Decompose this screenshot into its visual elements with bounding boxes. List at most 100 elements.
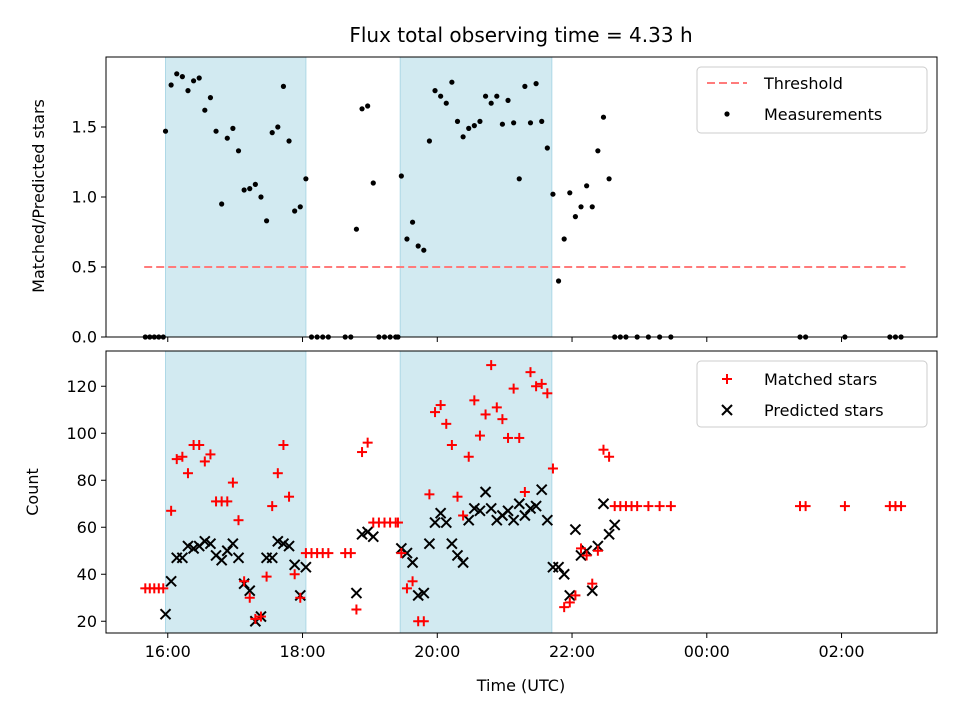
predicted-star-point-b — [283, 540, 295, 552]
measurement-point — [252, 181, 258, 187]
measurement-point — [555, 278, 562, 284]
top-ytick-label: 0.0 — [72, 328, 97, 347]
predicted-star-point-b — [463, 514, 475, 526]
predicted-star-point — [586, 584, 598, 597]
measurement-point — [432, 88, 438, 94]
measurement-point — [561, 236, 567, 242]
bottom-ytick-label: 120 — [66, 377, 97, 396]
matched-star-point — [351, 604, 362, 615]
matched-star-point — [519, 487, 530, 497]
matched-star-point — [418, 616, 429, 627]
matched-star-point — [531, 381, 542, 392]
measurement-point — [286, 138, 292, 144]
matched-star-point — [643, 501, 654, 512]
matched-star-point — [244, 592, 255, 603]
matched-star-point — [441, 418, 452, 429]
measurement-point — [600, 114, 607, 120]
chart-title: Flux total observing time = 4.33 h — [349, 23, 692, 47]
measurement-point — [353, 226, 360, 232]
predicted-star-point — [558, 568, 570, 580]
measurement-point — [606, 176, 612, 182]
legend-matched-swatch — [722, 374, 732, 384]
predicted-star-point-b — [210, 549, 222, 562]
measurement-point — [196, 75, 202, 81]
predicted-star-point — [474, 505, 486, 517]
matched-star-point — [401, 583, 412, 594]
predicted-star-point-b — [300, 561, 312, 573]
bottom-ytick-label: 100 — [66, 424, 97, 443]
matched-star-point — [424, 489, 435, 500]
top-legend-box — [696, 66, 928, 134]
measurement-point — [438, 93, 444, 99]
predicted-star-point-b — [272, 535, 284, 548]
predicted-star-point — [479, 486, 492, 498]
predicted-star-point-b — [597, 498, 610, 510]
predicted-star-point-b — [446, 537, 458, 550]
measurement-point — [263, 218, 270, 224]
measurement-point — [168, 82, 174, 88]
matched-star-point — [542, 388, 553, 399]
measurement-point — [505, 97, 511, 103]
measurement-point — [589, 204, 595, 210]
predicted-star-point — [434, 507, 447, 519]
matched-star-point — [896, 501, 907, 512]
measurement-point — [224, 135, 230, 141]
measurement-point — [404, 236, 410, 242]
predicted-star-point-b — [507, 514, 520, 526]
matched-star-point — [278, 440, 289, 450]
top-shaded-interval — [399, 56, 553, 338]
bottom-panel: 20 40 60 80 100 120 16:00 18:00 20:00 22:00 00:00 0… — [66, 350, 938, 661]
predicted-star-point — [608, 519, 621, 531]
matched-star-point — [839, 501, 850, 512]
measurement-point — [269, 130, 275, 136]
bottom-xtick-label: 18:00 — [279, 642, 325, 661]
legend-threshold-label: Threshold — [763, 74, 843, 93]
measurement-point — [359, 106, 365, 112]
predicted-star-point — [215, 554, 228, 566]
matched-star-point — [458, 510, 469, 521]
matched-star-point — [396, 548, 407, 559]
measurement-point — [241, 187, 247, 193]
matched-star-point — [435, 400, 446, 411]
predicted-star-point-b — [603, 528, 615, 541]
measurement-point — [550, 191, 556, 197]
measurement-point — [185, 88, 191, 94]
predicted-star-point — [204, 537, 217, 550]
predicted-star-point-b — [406, 556, 419, 569]
measurement-point — [213, 128, 219, 134]
measurement-point — [471, 123, 477, 129]
matched-star-point — [581, 550, 592, 561]
matched-star-point — [250, 613, 261, 624]
predicted-star-point — [440, 516, 452, 529]
predicted-star-point — [457, 556, 469, 569]
predicted-star-point-b — [434, 507, 447, 519]
top-ytick-label: 0.5 — [72, 258, 97, 277]
measurement-point — [365, 103, 371, 109]
predicted-star-point-b — [440, 516, 452, 529]
predicted-star-point-b — [418, 587, 430, 599]
predicted-star-point-b — [479, 486, 492, 498]
matched-star-point — [536, 378, 547, 389]
predicted-star-point — [283, 540, 295, 552]
measurement-point — [533, 81, 539, 87]
matched-star-point — [255, 611, 266, 622]
measurement-point — [544, 145, 550, 151]
matched-star-point — [171, 454, 182, 465]
measurement-point — [174, 71, 180, 77]
matched-star-point — [474, 430, 485, 441]
measurement-point — [398, 173, 404, 179]
bottom-xtick-label: 22:00 — [549, 642, 595, 661]
measurement-point — [454, 118, 461, 124]
predicted-star-point-b — [176, 552, 189, 564]
matched-star-point — [570, 590, 581, 601]
matched-star-point — [463, 451, 474, 462]
matched-star-point — [233, 515, 244, 526]
matched-star-point — [357, 447, 368, 458]
matched-star-point — [158, 583, 169, 594]
measurement-point — [460, 134, 466, 140]
matched-star-point — [480, 409, 491, 420]
matched-star-point — [604, 451, 615, 462]
matched-star-point — [182, 468, 193, 479]
measurement-point — [511, 120, 517, 126]
matched-star-point — [587, 578, 598, 589]
